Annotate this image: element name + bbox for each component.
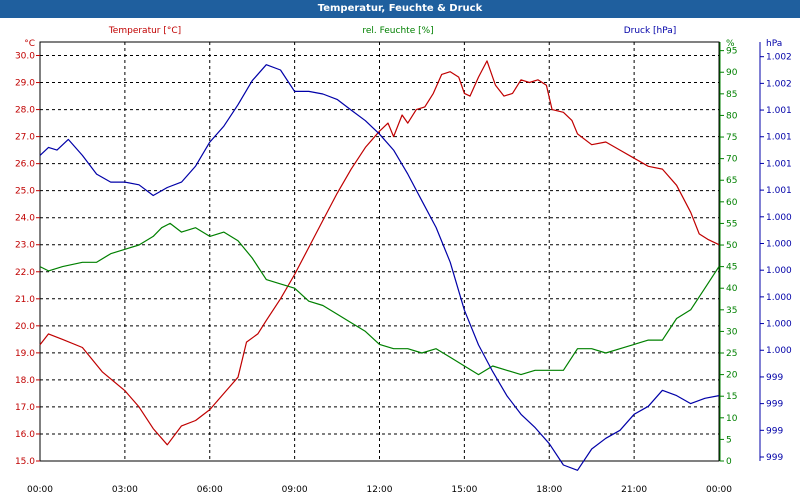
x-tick-label-time: 09:00 bbox=[282, 485, 308, 495]
humidity-axis-tick-label: 90 bbox=[726, 68, 738, 78]
temp-axis-tick-label: 17.0 bbox=[15, 403, 35, 413]
temp-axis-tick-label: 15.0 bbox=[15, 457, 35, 467]
humidity-axis-tick-label: 70 bbox=[726, 155, 738, 165]
pressure-axis-tick-label: 999 bbox=[766, 400, 783, 410]
temp-axis-tick-label: 22.0 bbox=[15, 268, 35, 278]
pressure-series-line bbox=[39, 64, 720, 471]
temperature-series-line bbox=[39, 60, 720, 446]
temp-axis-tick-label: 25.0 bbox=[15, 187, 35, 197]
pressure-axis-tick-label: 999 bbox=[766, 426, 783, 436]
temp-axis-unit: °C bbox=[24, 39, 35, 49]
pressure-axis-tick-label: 999 bbox=[766, 453, 783, 463]
humidity-axis-tick-label: 50 bbox=[726, 241, 738, 251]
humidity-axis-tick-label: 15 bbox=[726, 392, 737, 402]
axis-labels: 00:0003.07.1803:0003.07.1806:0003.07.180… bbox=[15, 26, 792, 495]
x-tick-label-time: 06:00 bbox=[197, 485, 223, 495]
pressure-axis-tick-label: 1.000 bbox=[766, 213, 792, 223]
x-tick-label-time: 15:00 bbox=[451, 485, 477, 495]
temp-axis-tick-label: 21.0 bbox=[15, 295, 35, 305]
pressure-axis-tick-label: 1.000 bbox=[766, 320, 792, 330]
temp-axis-tick-label: 19.0 bbox=[15, 349, 35, 359]
temp-axis-tick-label: 30.0 bbox=[15, 52, 35, 62]
humidity-axis-tick-label: 55 bbox=[726, 219, 737, 229]
x-tick-label-time: 00:00 bbox=[706, 485, 732, 495]
humidity-axis-tick-label: 20 bbox=[726, 371, 738, 381]
humidity-axis-tick-label: 5 bbox=[726, 435, 732, 445]
humidity-axis-tick-label: 30 bbox=[726, 327, 738, 337]
pressure-axis-tick-label: 1.001 bbox=[766, 159, 792, 169]
pressure-axis-tick-label: 999 bbox=[766, 373, 783, 383]
pressure-axis-tick-label: 1.002 bbox=[766, 79, 792, 89]
humidity-axis-tick-label: 40 bbox=[726, 284, 738, 294]
chart-area: 00:0003.07.1803:0003.07.1806:0003.07.180… bbox=[15, 26, 792, 495]
temp-axis-tick-label: 20.0 bbox=[15, 322, 35, 332]
pressure-axis-tick-label: 1.000 bbox=[766, 239, 792, 249]
pressure-axis-tick-label: 1.000 bbox=[766, 293, 792, 303]
humidity-axis-tick-label: 80 bbox=[726, 111, 738, 121]
humidity-axis-tick-label: 95 bbox=[726, 47, 737, 57]
x-tick-label-time: 18:00 bbox=[536, 485, 562, 495]
temp-axis-tick-label: 23.0 bbox=[15, 241, 35, 251]
humidity-axis-tick-label: 35 bbox=[726, 306, 737, 316]
pressure-axis-tick-label: 1.000 bbox=[766, 266, 792, 276]
chart-title-bar: Temperatur, Feuchte & Druck bbox=[0, 0, 800, 18]
x-tick-label-time: 00:00 bbox=[27, 485, 53, 495]
pressure-axis-tick-label: 1.001 bbox=[766, 133, 792, 143]
temp-axis-tick-label: 28.0 bbox=[15, 106, 35, 116]
x-tick-label-time: 12:00 bbox=[367, 485, 393, 495]
temp-axis-tick-label: 29.0 bbox=[15, 79, 35, 89]
x-tick-label-time: 03:00 bbox=[112, 485, 138, 495]
series-lines bbox=[39, 60, 720, 471]
humidity-axis-tick-label: 75 bbox=[726, 133, 737, 143]
temp-axis-tick-label: 18.0 bbox=[15, 376, 35, 386]
humidity-axis-tick-label: 85 bbox=[726, 90, 737, 100]
temp-axis-title: Temperatur [°C] bbox=[108, 26, 181, 36]
temp-axis-tick-label: 16.0 bbox=[15, 430, 35, 440]
pressure-axis-tick-label: 1.000 bbox=[766, 346, 792, 356]
humidity-axis-tick-label: 45 bbox=[726, 263, 737, 273]
axis-ticks bbox=[36, 42, 764, 462]
pressure-axis-tick-label: 1.001 bbox=[766, 106, 792, 116]
humidity-axis-tick-label: 10 bbox=[726, 414, 738, 424]
temp-axis-tick-label: 26.0 bbox=[15, 160, 35, 170]
x-tick-label-time: 21:00 bbox=[621, 485, 647, 495]
humidity-axis-tick-label: 65 bbox=[726, 176, 737, 186]
pressure-axis-unit: hPa bbox=[766, 39, 782, 49]
humidity-axis-tick-label: 60 bbox=[726, 198, 738, 208]
temp-axis-tick-label: 24.0 bbox=[15, 214, 35, 224]
humidity-axis-unit: % bbox=[726, 39, 735, 49]
temp-axis-tick-label: 27.0 bbox=[15, 133, 35, 143]
humidity-axis-tick-label: 25 bbox=[726, 349, 737, 359]
humidity-axis-tick-label: 0 bbox=[726, 457, 732, 467]
pressure-axis-title: Druck [hPa] bbox=[624, 26, 677, 36]
pressure-axis-tick-label: 1.001 bbox=[766, 186, 792, 196]
humidity-axis-title: rel. Feuchte [%] bbox=[362, 26, 433, 36]
pressure-axis-tick-label: 1.002 bbox=[766, 53, 792, 63]
humidity-series-line bbox=[39, 222, 720, 376]
